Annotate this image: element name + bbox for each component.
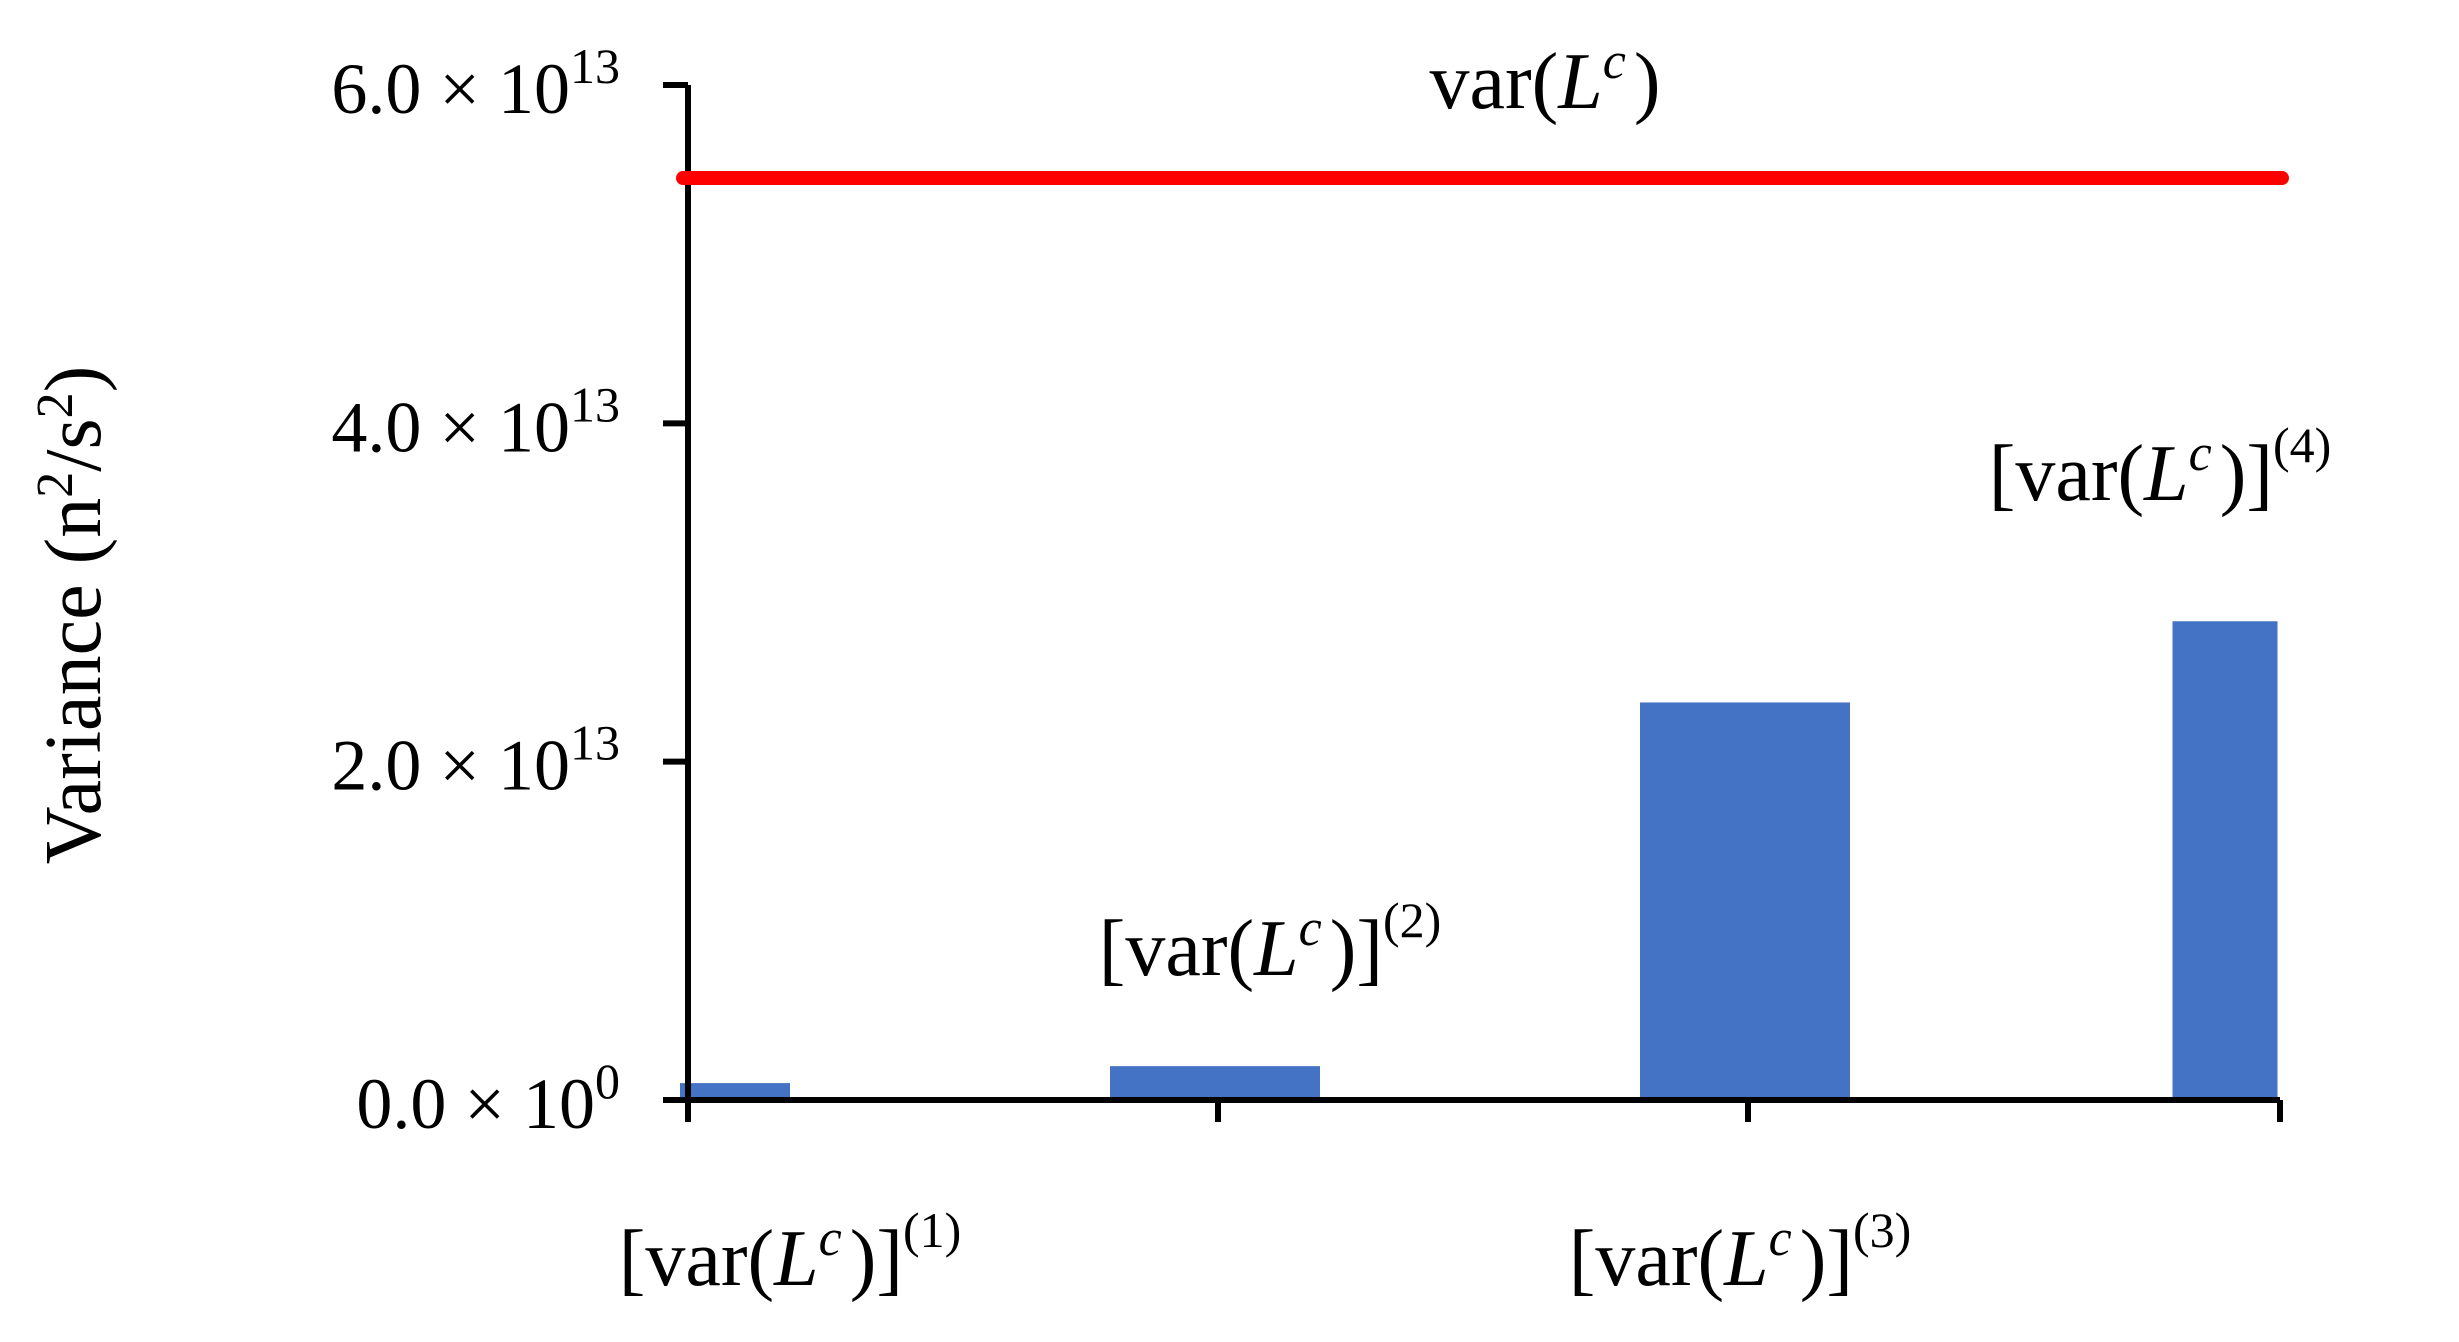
bar-1 (680, 1083, 790, 1100)
bar-3 (1640, 702, 1850, 1100)
y-tick-label-3: 6.0 × 1013 (331, 38, 620, 129)
bar-4 (2172, 621, 2278, 1100)
y-axis-title: Variance (n2/s2) (27, 366, 118, 864)
y-tick-label-1: 2.0 × 1013 (331, 715, 620, 806)
category-label-3: [var(Lc)](3) (1569, 1202, 1912, 1303)
bar-2 (1110, 1066, 1320, 1100)
category-label-4: [var(Lc)](4) (1989, 417, 2332, 518)
reference-line-label: var(Lc) (1429, 33, 1660, 126)
category-label-1: [var(Lc)](1) (619, 1202, 962, 1303)
y-tick-label-0: 0.0 × 100 (356, 1053, 620, 1144)
category-label-2: [var(Lc)](2) (1099, 892, 1442, 993)
axes-layer (663, 82, 2283, 1122)
y-tick-label-2: 4.0 × 1013 (331, 376, 620, 467)
labels-layer: 0.0 × 100 2.0 × 1013 4.0 × 1013 6.0 × 1013 v… (27, 33, 2331, 1303)
bars-layer (680, 621, 2278, 1100)
